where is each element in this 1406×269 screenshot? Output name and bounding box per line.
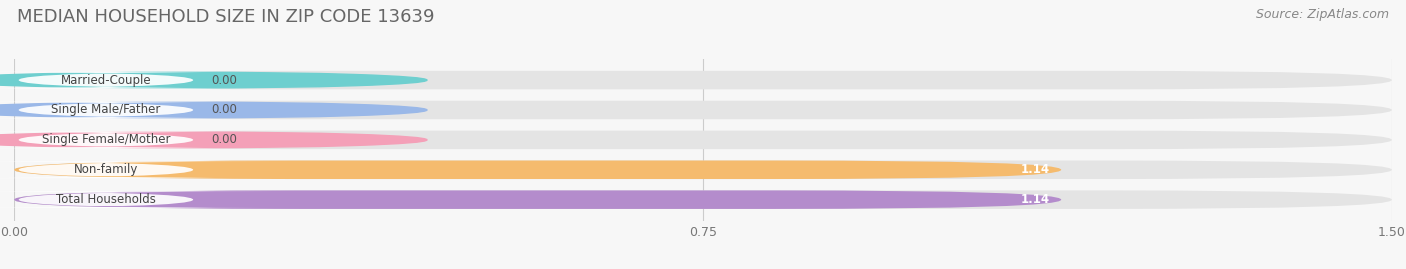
FancyBboxPatch shape	[0, 132, 276, 148]
Text: Single Female/Mother: Single Female/Mother	[42, 133, 170, 146]
Text: Married-Couple: Married-Couple	[60, 74, 152, 87]
FancyBboxPatch shape	[0, 102, 276, 118]
Text: Single Male/Father: Single Male/Father	[51, 104, 160, 116]
FancyBboxPatch shape	[0, 191, 276, 208]
Circle shape	[0, 132, 427, 148]
FancyBboxPatch shape	[14, 71, 1392, 89]
Text: 0.00: 0.00	[211, 104, 238, 116]
FancyBboxPatch shape	[14, 101, 1392, 119]
Text: 1.14: 1.14	[1021, 193, 1050, 206]
Text: Source: ZipAtlas.com: Source: ZipAtlas.com	[1256, 8, 1389, 21]
Text: Non-family: Non-family	[73, 163, 138, 176]
FancyBboxPatch shape	[0, 72, 276, 89]
FancyBboxPatch shape	[14, 190, 1062, 209]
Circle shape	[0, 72, 427, 88]
Text: 1.14: 1.14	[1021, 163, 1050, 176]
Text: 0.00: 0.00	[211, 74, 238, 87]
FancyBboxPatch shape	[14, 161, 1062, 179]
Circle shape	[0, 102, 427, 118]
Text: 0.00: 0.00	[211, 133, 238, 146]
Text: MEDIAN HOUSEHOLD SIZE IN ZIP CODE 13639: MEDIAN HOUSEHOLD SIZE IN ZIP CODE 13639	[17, 8, 434, 26]
Text: Total Households: Total Households	[56, 193, 156, 206]
FancyBboxPatch shape	[0, 161, 276, 178]
FancyBboxPatch shape	[14, 161, 1392, 179]
FancyBboxPatch shape	[14, 131, 1392, 149]
FancyBboxPatch shape	[14, 190, 1392, 209]
